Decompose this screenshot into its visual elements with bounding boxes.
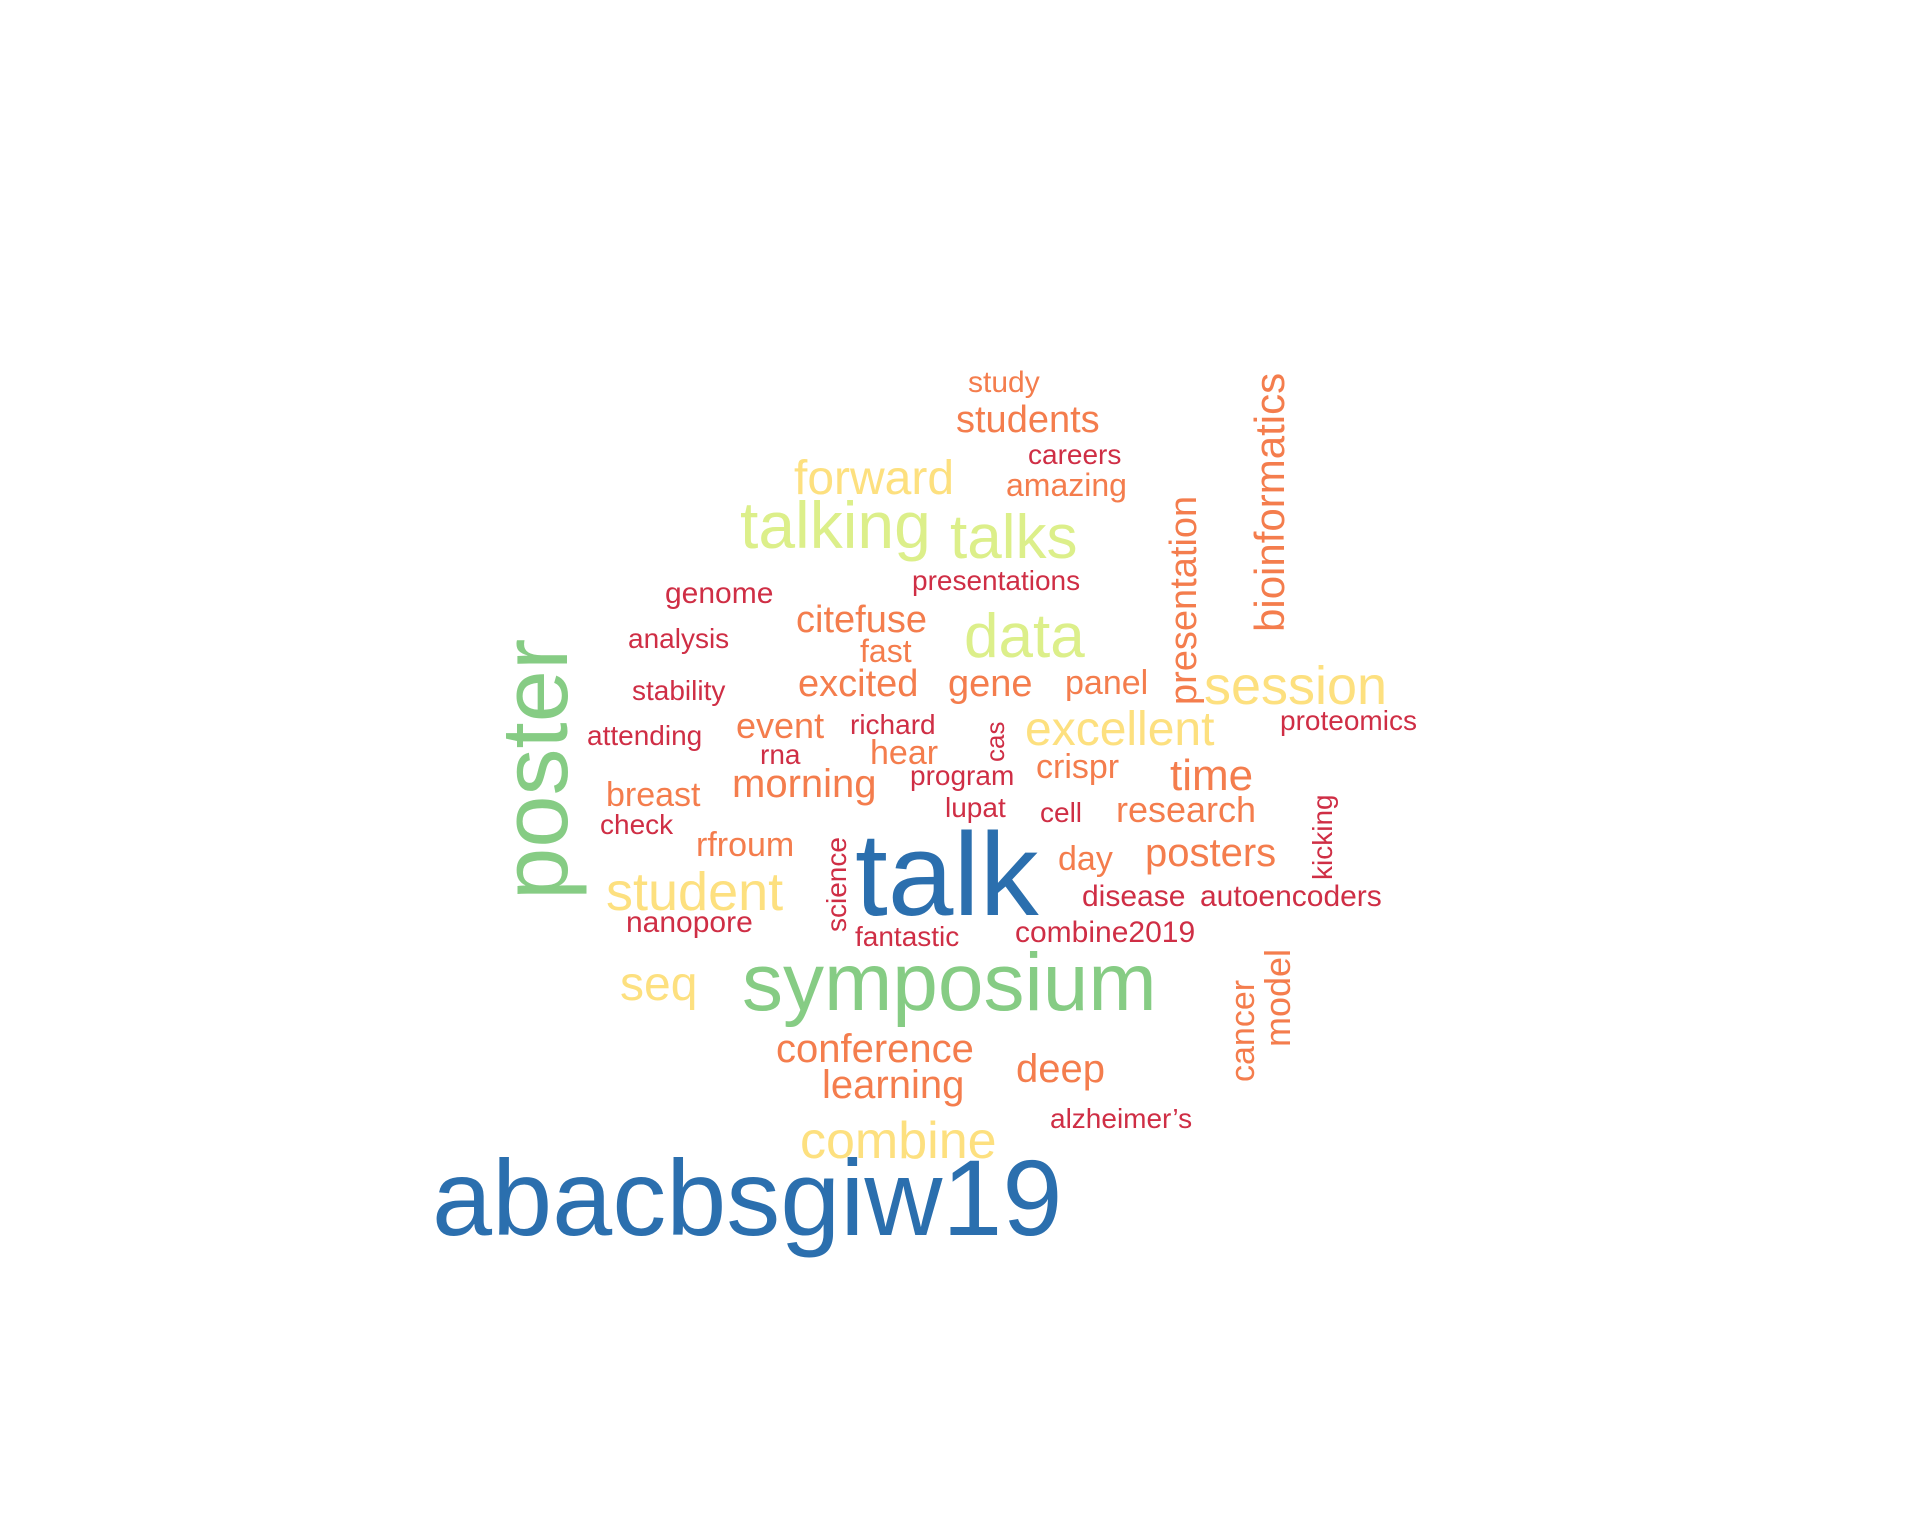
word-panel: panel (1065, 664, 1148, 702)
word-event: event (736, 705, 824, 746)
word-attending: attending (587, 720, 702, 751)
word-disease: disease (1082, 880, 1185, 913)
word-program: program (910, 760, 1014, 791)
word-bioinformatics: bioinformatics (1246, 373, 1293, 632)
word-genome: genome (665, 577, 773, 610)
word-gene: gene (948, 663, 1033, 705)
word-careers: careers (1028, 439, 1121, 470)
word-fantastic: fantastic (855, 921, 959, 952)
word-proteomics: proteomics (1280, 705, 1417, 736)
word-conference: conference (776, 1027, 974, 1071)
word-lupat: lupat (945, 792, 1006, 823)
word-excellent: excellent (1025, 703, 1214, 756)
word-rna: rna (760, 739, 801, 770)
word-rfroum: rfroum (696, 826, 794, 864)
word-forward: forward (794, 452, 954, 505)
word-seq: seq (620, 958, 697, 1011)
word-learning: learning (822, 1063, 964, 1107)
word-analysis: analysis (628, 623, 729, 654)
word-talking: talking (740, 488, 931, 562)
word-poster: poster (482, 639, 587, 900)
word-cas: cas (980, 722, 1010, 762)
word-cancer: cancer (1224, 980, 1262, 1082)
word-excited: excited (798, 663, 918, 705)
word-posters: posters (1145, 831, 1276, 875)
word-nanopore: nanopore (626, 906, 753, 939)
word-day: day (1058, 840, 1113, 878)
word-symposium: symposium (742, 937, 1157, 1028)
word-fast: fast (860, 633, 912, 669)
word-amazing: amazing (1006, 467, 1127, 503)
word-students: students (956, 399, 1100, 441)
word-deep: deep (1016, 1047, 1105, 1091)
word-study: study (968, 366, 1040, 399)
word-stability: stability (632, 675, 725, 706)
word-talk: talk (855, 809, 1040, 941)
word-richard: richard (850, 709, 936, 740)
word-kicking: kicking (1307, 794, 1338, 880)
word-autoencoders: autoencoders (1200, 880, 1382, 913)
word-combine2019: combine2019 (1015, 916, 1195, 949)
word-research: research (1116, 789, 1256, 830)
word-presentation: presentation (1163, 496, 1205, 705)
word-hear: hear (870, 734, 938, 772)
word-combine: combine (800, 1112, 997, 1170)
word-data: data (964, 602, 1085, 671)
word-alzheimer-s: alzheimer’s (1050, 1103, 1192, 1134)
word-talks: talks (950, 503, 1077, 572)
word-citefuse: citefuse (796, 599, 927, 641)
word-science: science (821, 837, 852, 932)
word-model: model (1257, 949, 1298, 1047)
word-crispr: crispr (1036, 748, 1119, 786)
word-student: student (606, 862, 783, 922)
word-time: time (1170, 751, 1253, 800)
word-abacbsgiw19: abacbsgiw19 (432, 1137, 1062, 1258)
word-session: session (1204, 656, 1387, 716)
word-morning: morning (732, 762, 877, 806)
word-breast: breast (606, 776, 701, 814)
word-presentations: presentations (912, 565, 1080, 596)
word-check: check (600, 809, 674, 840)
word-cell: cell (1040, 797, 1082, 828)
